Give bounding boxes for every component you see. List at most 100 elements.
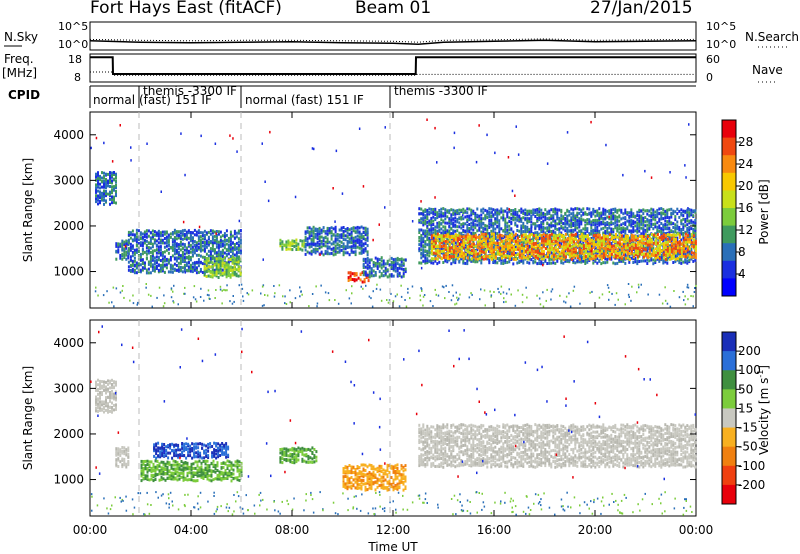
noise-series [89, 38, 697, 45]
cpid-label: CPID [8, 88, 41, 102]
noise-pixel [112, 286, 115, 289]
noise-pixel [643, 378, 645, 381]
noise-pixel [407, 291, 409, 294]
cpid-segment-themis-1: themis -3300 IF [143, 84, 237, 98]
noise-pixel [337, 513, 339, 516]
noise-pixel [579, 302, 581, 305]
noise-pixel [348, 297, 351, 300]
noise-pixel [361, 493, 363, 496]
colorbar-frame [721, 331, 737, 505]
noise-pixel [536, 294, 538, 297]
noise-pixel [462, 509, 465, 512]
noise-pixel [367, 512, 370, 515]
noise-pixel [531, 225, 533, 229]
noise-pixel [193, 506, 196, 509]
noise-pixel [562, 505, 564, 508]
noise-pixel [590, 120, 592, 124]
noise-pixel [199, 296, 202, 298]
noise-pixel [608, 503, 610, 506]
noise-pixel [281, 500, 283, 503]
noise-pixel [644, 492, 646, 495]
noise-pixel [563, 300, 565, 303]
noise-pixel [453, 131, 456, 135]
noise-pixel [150, 294, 152, 297]
noise-pixel [180, 132, 182, 135]
noise-pixel [311, 147, 314, 150]
noise-pixel [640, 283, 642, 286]
noise-pixel [504, 491, 506, 494]
noise-pixel [111, 301, 113, 304]
noise-pixel [300, 290, 302, 293]
noise-pixel [386, 299, 388, 301]
noise-pixel [184, 173, 186, 177]
noise-pixel [95, 466, 97, 469]
noise-pixel [405, 305, 408, 308]
noise-pixel [493, 291, 495, 293]
vel-data-blob [279, 446, 318, 465]
noise-pixel [213, 512, 216, 515]
noise-pixel [508, 288, 510, 291]
noise-pixel [500, 292, 502, 295]
power-ylabel: Slant Range [km] [21, 158, 35, 262]
noise-pixel [685, 509, 688, 512]
noise-pixel [311, 498, 314, 501]
noise-pixel [400, 295, 403, 298]
power-data-blob [95, 171, 117, 206]
noise-pixel [279, 512, 281, 515]
noise-pixel [111, 504, 113, 507]
noise-pixel [627, 293, 630, 296]
noise-pixel [294, 195, 297, 199]
noise-pixel [443, 286, 445, 289]
noise-pixel [490, 294, 493, 297]
noise-pixel [545, 299, 547, 302]
noise-pixel [510, 293, 512, 296]
noise-pixel [594, 402, 597, 405]
noise-pixel [101, 325, 103, 328]
noise-pixel [661, 302, 664, 305]
xtick-label: 12:00 [376, 523, 411, 537]
noise-pixel [173, 301, 175, 304]
nsky-label: N.Sky [4, 30, 39, 44]
noise-right-tick-top: 10^5 [706, 20, 736, 33]
colorbar-swatch [722, 351, 736, 371]
noise-pixel [658, 497, 660, 500]
noise-pixel [483, 505, 486, 508]
noise-pixel [226, 503, 228, 506]
noise-pixel [322, 509, 324, 512]
noise-pixel [588, 507, 590, 510]
noise-pixel [233, 494, 235, 496]
noise-pixel [437, 294, 440, 297]
colorbar-tick-label: -15 [738, 421, 758, 435]
noise-pixel [95, 286, 97, 289]
noise-pixel [519, 217, 522, 221]
noise-pixel [650, 176, 653, 179]
noise-pixel [460, 240, 462, 244]
noise-pixel [463, 329, 465, 332]
noise-pixel [182, 220, 185, 224]
noise-pixel [376, 283, 378, 286]
noise-pixel [259, 504, 261, 507]
noise-pixel [669, 171, 671, 174]
colorbar-swatch [722, 190, 736, 209]
noise-pixel [479, 298, 481, 301]
noise-pixel [266, 508, 268, 511]
noise-pixel [621, 512, 624, 515]
noise-pixel [566, 491, 568, 494]
noise-pixel [514, 413, 516, 417]
noise-pixel [689, 505, 692, 508]
noise-pixel [664, 491, 666, 494]
noise-pixel [541, 365, 543, 369]
noise-pixel [448, 329, 450, 332]
noise-pixel [131, 498, 134, 501]
noise-pixel [514, 444, 517, 448]
noise-pixel [511, 511, 513, 514]
noise-pixel [636, 421, 639, 424]
noise-pixel [373, 513, 375, 515]
noise-pixel [684, 295, 686, 298]
noise-pixel [538, 297, 541, 300]
noise-pixel [550, 298, 552, 301]
noise-pixel [664, 299, 667, 302]
noise-pixel [692, 305, 694, 308]
noise-pixel [466, 510, 469, 512]
noise-pixel [564, 301, 567, 304]
